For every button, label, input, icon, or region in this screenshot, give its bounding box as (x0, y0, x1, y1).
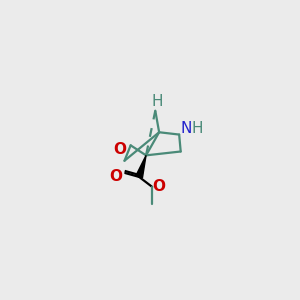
Text: N: N (180, 121, 192, 136)
Text: H: H (152, 94, 164, 109)
Polygon shape (136, 155, 146, 178)
Text: O: O (152, 179, 165, 194)
Text: O: O (109, 169, 122, 184)
Text: H: H (192, 121, 203, 136)
Text: O: O (113, 142, 126, 158)
